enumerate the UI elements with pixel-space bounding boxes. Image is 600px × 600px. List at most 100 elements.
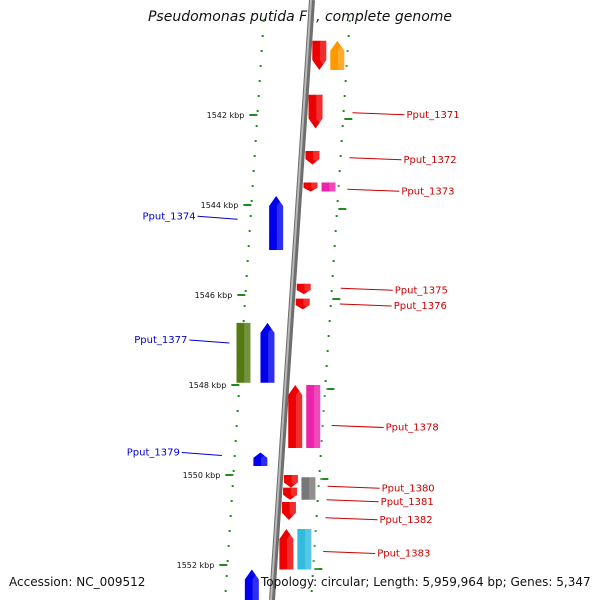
minor-tick — [242, 320, 245, 322]
gene-label: Pput_1379 — [127, 448, 180, 459]
minor-tick — [237, 395, 240, 397]
gene-arrow — [283, 487, 298, 500]
gene-label: Pput_1381 — [381, 497, 434, 508]
minor-tick — [224, 590, 227, 592]
minor-tick — [330, 290, 333, 292]
minor-tick — [251, 185, 254, 187]
gene-arrow — [303, 182, 318, 192]
minor-tick — [343, 95, 346, 97]
gene-labels: Pput_1371 Pput_1372 Pput_1373 Pput_1374 Pput… — [127, 110, 460, 560]
minor-tick — [260, 50, 263, 52]
gene-label: Pput_1376 — [394, 301, 447, 312]
gene-arrow — [281, 502, 296, 520]
scale-label: 1548 kbp — [189, 381, 227, 390]
minor-tick — [334, 230, 337, 232]
minor-tick — [341, 125, 344, 127]
gene-label: Pput_1380 — [382, 483, 435, 494]
gene-shade — [303, 298, 318, 310]
minor-tick — [346, 50, 349, 52]
scale-tick-right — [344, 118, 353, 120]
gene-label: Pput_1373 — [401, 186, 454, 197]
minor-tick — [326, 350, 329, 352]
label-leader — [349, 157, 402, 161]
minor-tick — [226, 560, 229, 562]
scale-label: 1546 kbp — [195, 291, 233, 300]
gene-arrow — [308, 94, 323, 129]
minor-tick — [323, 395, 326, 397]
scale-tick-right — [326, 388, 335, 390]
minor-tick — [231, 485, 234, 487]
label-leader — [352, 112, 405, 116]
minor-tick — [322, 410, 325, 412]
scale-tick — [225, 474, 234, 476]
minor-tick — [332, 260, 335, 262]
gene-shade — [316, 94, 331, 129]
minor-tick — [229, 515, 232, 517]
minor-tick — [313, 545, 316, 547]
gene-shade — [268, 322, 283, 383]
scale-label: 1542 kbp — [207, 111, 245, 120]
label-leader — [325, 517, 378, 521]
minor-tick — [236, 410, 239, 412]
minor-tick — [327, 335, 330, 337]
gene-shade — [261, 452, 276, 466]
minor-tick — [249, 215, 252, 217]
minor-tick — [233, 455, 236, 457]
gene-arrow — [283, 475, 298, 488]
gene-arrow — [305, 151, 320, 165]
minor-tick — [256, 110, 259, 112]
minor-tick — [261, 35, 264, 37]
minor-tick — [342, 110, 345, 112]
scale-tick — [219, 564, 228, 566]
gene-shade — [252, 569, 267, 600]
minor-tick — [319, 455, 322, 457]
minor-tick — [347, 35, 350, 37]
minor-tick — [336, 200, 339, 202]
minor-tick — [340, 140, 343, 142]
gene-shade — [305, 529, 320, 570]
gene-arrow — [330, 40, 345, 70]
gene-shade — [338, 40, 353, 70]
label-leader — [340, 287, 393, 291]
minor-tick — [244, 290, 247, 292]
accession-text: Accession: NC_009512 — [9, 575, 146, 589]
scale-tick-right — [320, 478, 329, 480]
gene-arrow — [306, 385, 321, 448]
minor-tick — [248, 230, 251, 232]
gene-arrow — [288, 385, 303, 448]
gene-label: Pput_1371 — [406, 110, 459, 121]
minor-tick — [345, 65, 348, 67]
minor-tick — [335, 215, 338, 217]
minor-tick — [338, 170, 341, 172]
minor-tick — [255, 125, 258, 127]
gene-label: Pput_1377 — [134, 335, 187, 346]
minor-tick — [253, 155, 256, 157]
minor-tick — [339, 155, 342, 157]
gene-shade — [304, 283, 319, 295]
label-leader — [197, 215, 238, 220]
minor-tick — [320, 440, 323, 442]
genome-backbone — [269, 0, 315, 600]
scale-label: 1552 kbp — [177, 561, 215, 570]
minor-tick — [258, 80, 261, 82]
minor-tick — [243, 305, 246, 307]
minor-tick — [250, 200, 253, 202]
gene-arrow — [312, 40, 327, 70]
gene-label: Pput_1375 — [395, 285, 448, 296]
minor-tick — [315, 515, 318, 517]
minor-tick — [331, 275, 334, 277]
minor-tick — [329, 305, 332, 307]
minor-tick — [257, 95, 260, 97]
gene-arrow — [295, 298, 310, 310]
label-leader — [339, 303, 392, 307]
scale-tick — [249, 114, 258, 116]
gene-shade — [313, 151, 328, 165]
minor-tick — [230, 500, 233, 502]
minor-tick — [259, 65, 262, 67]
gene-arrow — [321, 182, 336, 192]
gene-features — [236, 40, 353, 600]
minor-tick — [227, 545, 230, 547]
minor-tick — [344, 80, 347, 82]
minor-tick — [318, 470, 321, 472]
gene-shade — [313, 385, 328, 448]
